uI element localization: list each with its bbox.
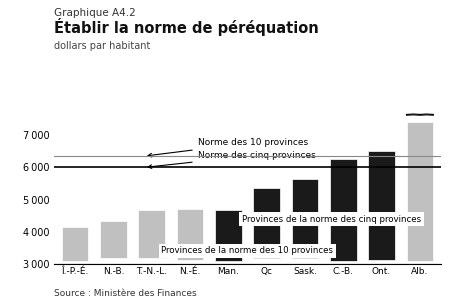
Bar — [176, 209, 203, 260]
Bar — [100, 221, 127, 258]
Bar — [253, 188, 280, 258]
Bar — [368, 151, 395, 260]
Text: Provinces de la norme des cinq provinces: Provinces de la norme des cinq provinces — [242, 215, 421, 224]
Text: dollars par habitant: dollars par habitant — [54, 41, 150, 51]
Bar — [138, 209, 165, 258]
Text: Norme des cinq provinces: Norme des cinq provinces — [148, 151, 315, 168]
Bar — [406, 114, 433, 116]
Bar — [330, 159, 357, 261]
Text: Provinces de la norme des 10 provinces: Provinces de la norme des 10 provinces — [162, 247, 333, 255]
Bar — [215, 210, 242, 261]
Bar — [292, 179, 319, 258]
Bar — [62, 227, 89, 261]
Text: Norme des 10 provinces: Norme des 10 provinces — [148, 138, 308, 157]
Text: Établir la norme de péréquation: Établir la norme de péréquation — [54, 18, 319, 36]
Text: Graphique A4.2: Graphique A4.2 — [54, 8, 136, 18]
Bar — [406, 122, 433, 261]
Text: Source : Ministère des Finances: Source : Ministère des Finances — [54, 289, 197, 298]
